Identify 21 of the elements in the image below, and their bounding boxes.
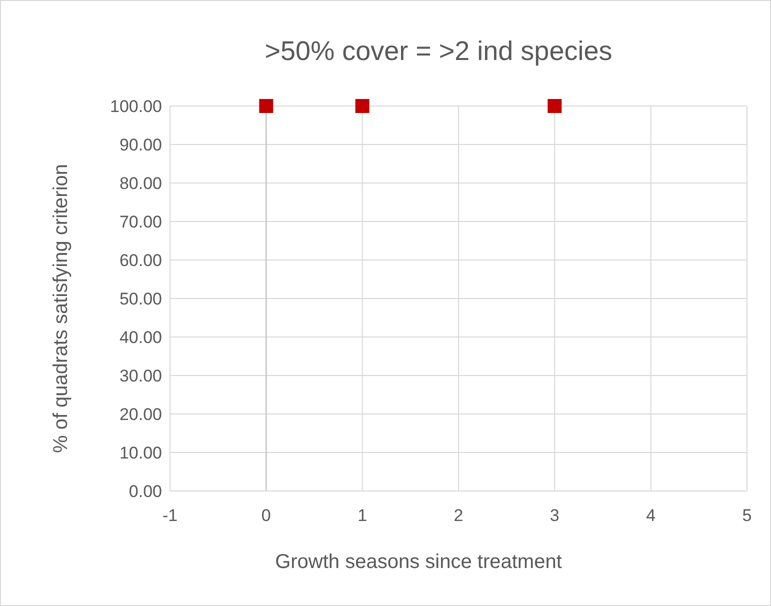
y-tick-label: 50.00 (119, 289, 162, 308)
y-tick-label: 40.00 (119, 328, 162, 347)
x-tick-label: 5 (742, 506, 752, 525)
y-tick-label: 100.00 (110, 96, 162, 116)
y-tick-label: 0.00 (128, 482, 162, 501)
x-tick-label: 1 (358, 506, 368, 525)
x-tick-label: 2 (454, 506, 464, 525)
y-tick-label: 70.00 (119, 212, 162, 232)
y-axis-title: % of quadrats satisfying criterion (50, 164, 72, 454)
y-tick-label: 80.00 (119, 174, 162, 193)
x-tick-label: -1 (162, 506, 178, 525)
y-tick-label: 30.00 (119, 366, 162, 386)
x-axis-title: Growth seasons since treatment (275, 551, 562, 573)
x-tick-label: 0 (261, 506, 271, 525)
y-tick-label: 90.00 (119, 135, 162, 154)
x-tick-label: 3 (550, 506, 560, 525)
y-tick-label: 20.00 (119, 404, 162, 424)
y-tick-label: 10.00 (119, 443, 162, 462)
chart-title: >50% cover = >2 ind species (264, 36, 612, 66)
x-tick-label: 4 (646, 506, 656, 525)
y-tick-label: 60.00 (119, 250, 162, 270)
